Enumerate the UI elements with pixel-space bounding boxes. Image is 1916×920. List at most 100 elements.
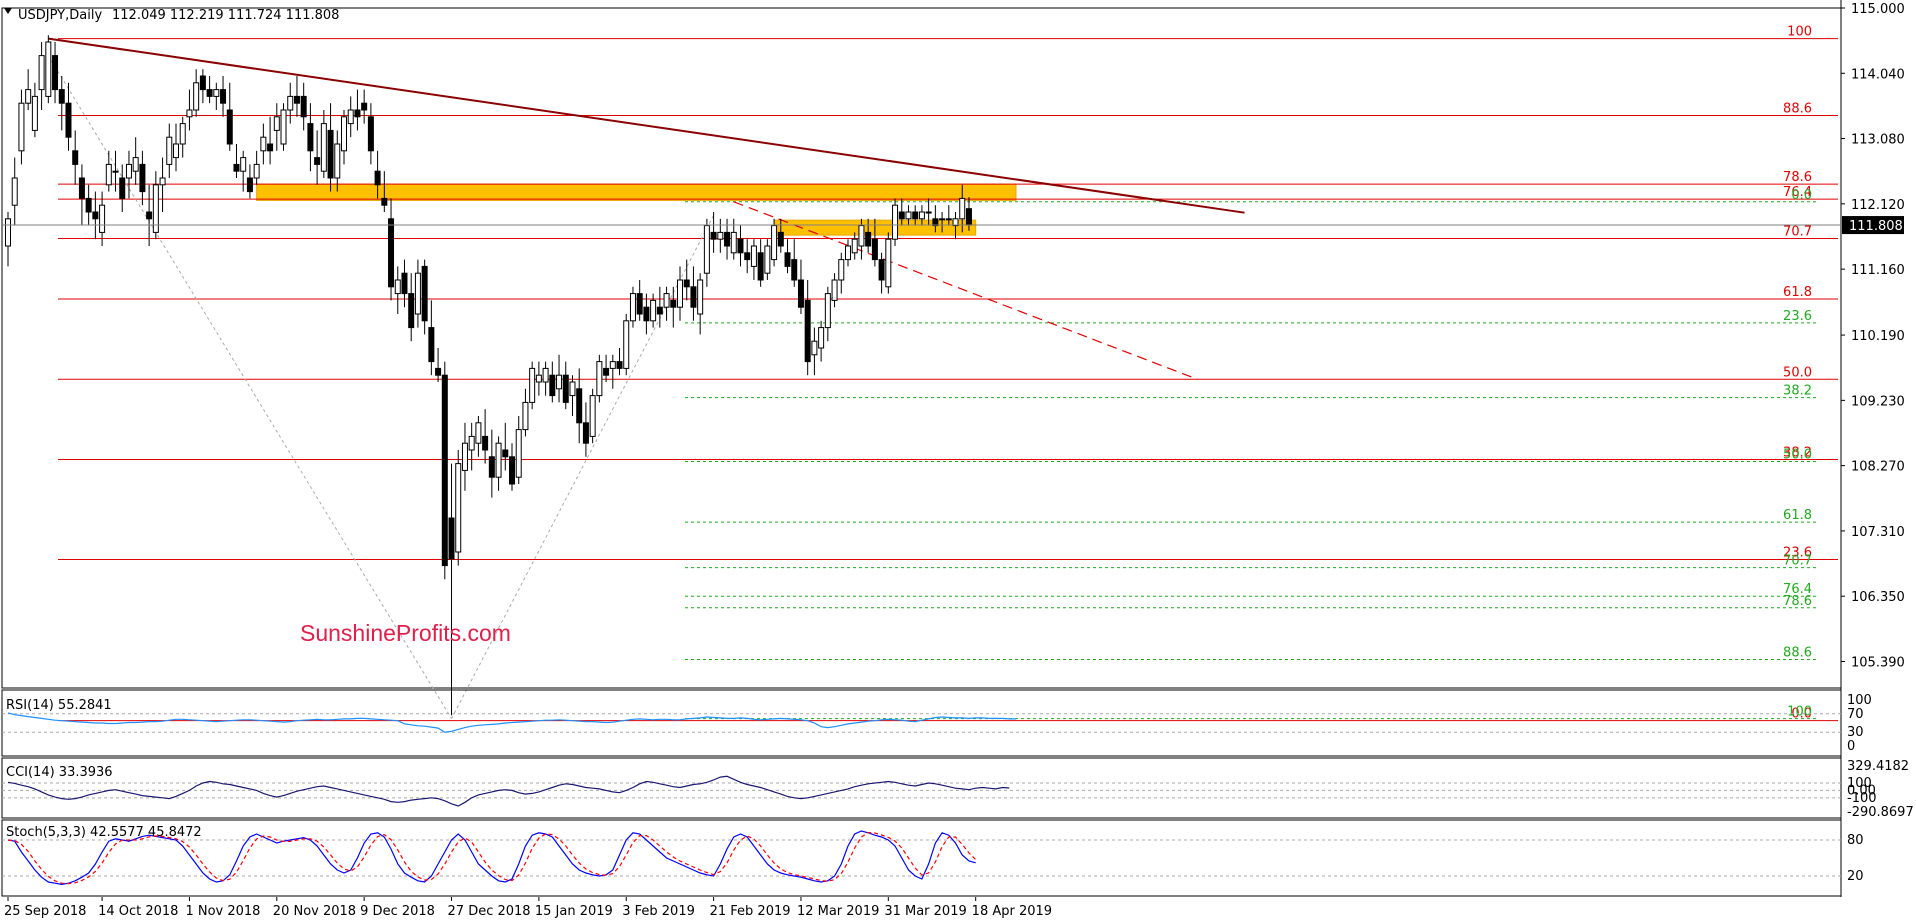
x-tick-label: 31 Mar 2019 [884, 904, 966, 919]
candle [5, 212, 11, 267]
candle [320, 110, 327, 178]
candle [327, 103, 334, 192]
candle-body [623, 320, 630, 369]
candle-body [703, 225, 710, 274]
candle-body [945, 218, 952, 221]
candle [159, 157, 166, 212]
candle-body [952, 218, 959, 227]
candle-body [361, 102, 368, 111]
candle [314, 130, 321, 185]
candle-body [757, 252, 764, 281]
fib-green-label: 76.4 [1783, 582, 1812, 597]
candle-body [300, 95, 307, 118]
candle [31, 82, 38, 138]
candle-body [18, 102, 25, 152]
candle [724, 218, 731, 260]
candle [791, 239, 798, 287]
candle-body [401, 272, 408, 295]
candle [952, 212, 959, 240]
candle [18, 89, 25, 165]
candle-body [314, 157, 321, 165]
stoch-tick-label: 80 [1847, 833, 1864, 848]
candle [562, 361, 569, 410]
candle-body [791, 259, 798, 281]
candle [670, 286, 677, 328]
candle [58, 76, 65, 131]
candle-body [925, 211, 932, 214]
rsi-line [7, 712, 1016, 733]
fib-red-label: 50.0 [1783, 365, 1812, 380]
candle-body [824, 293, 831, 329]
fib-red-label: 76.4 [1783, 185, 1812, 200]
y-tick-label: 110.190 [1851, 329, 1905, 344]
candle [25, 69, 32, 110]
candle [878, 252, 885, 294]
candle-body [381, 197, 388, 206]
candle-body [139, 163, 146, 193]
candle-body [226, 109, 233, 145]
fib-swing-line [451, 215, 715, 719]
candle-body [441, 374, 448, 567]
candle-body [609, 361, 616, 369]
candle [341, 110, 347, 165]
candle-body [408, 293, 415, 329]
candle-body [152, 184, 159, 233]
candle-body [898, 211, 905, 220]
candle-body [777, 231, 784, 247]
candle [468, 422, 475, 471]
candle-body [85, 197, 92, 213]
candle-body [159, 177, 166, 186]
fib-green-label: 61.8 [1783, 508, 1812, 523]
fib-green-label: 38.2 [1783, 384, 1812, 399]
candle-body [38, 55, 45, 91]
candle [690, 266, 697, 321]
candle [656, 286, 663, 328]
candle [636, 280, 643, 321]
candle [737, 225, 744, 267]
menu-triangle-icon[interactable] [4, 8, 12, 14]
candle-body [52, 55, 59, 91]
cci-tick-label: 100 [1847, 776, 1872, 791]
candle-body [25, 89, 32, 104]
fib-red-label: 88.6 [1783, 101, 1812, 116]
candle [502, 422, 509, 471]
candle [871, 218, 878, 267]
fib-green-label: 88.6 [1783, 645, 1812, 660]
candle-body [878, 259, 885, 281]
candle-body [535, 374, 542, 383]
candle [441, 361, 448, 580]
candle-body [354, 109, 361, 118]
candle [797, 259, 804, 314]
candle-body [750, 245, 757, 267]
x-tick-label: 14 Oct 2018 [98, 904, 178, 919]
candle-body [603, 367, 610, 376]
candle-body [636, 293, 643, 315]
candle [582, 402, 589, 457]
y-tick-label: 111.160 [1851, 263, 1905, 278]
candle-body [125, 163, 132, 179]
candle-body [31, 95, 38, 131]
fib-red-label: 23.6 [1783, 545, 1812, 560]
candle-body [737, 238, 744, 254]
x-tick-label: 21 Feb 2019 [710, 904, 791, 919]
candle-body [414, 272, 421, 315]
candle-body [488, 456, 495, 478]
candle-body [293, 95, 300, 104]
fib-red-label: 38.2 [1783, 446, 1812, 461]
candle-body [233, 163, 240, 172]
candle-body [179, 123, 186, 145]
candle-body [522, 401, 529, 431]
candle-body [45, 41, 52, 97]
candle [905, 205, 912, 226]
candle-body [556, 374, 563, 390]
x-tick-label: 12 Mar 2019 [797, 904, 879, 919]
candle [703, 218, 710, 287]
candle [455, 450, 462, 566]
candle-body [683, 279, 690, 288]
candle [771, 218, 778, 267]
candle-body [206, 89, 213, 97]
panel-border [1, 7, 1842, 689]
stoch-panel: 80 20 [1, 819, 1864, 897]
candle-body [253, 163, 260, 179]
